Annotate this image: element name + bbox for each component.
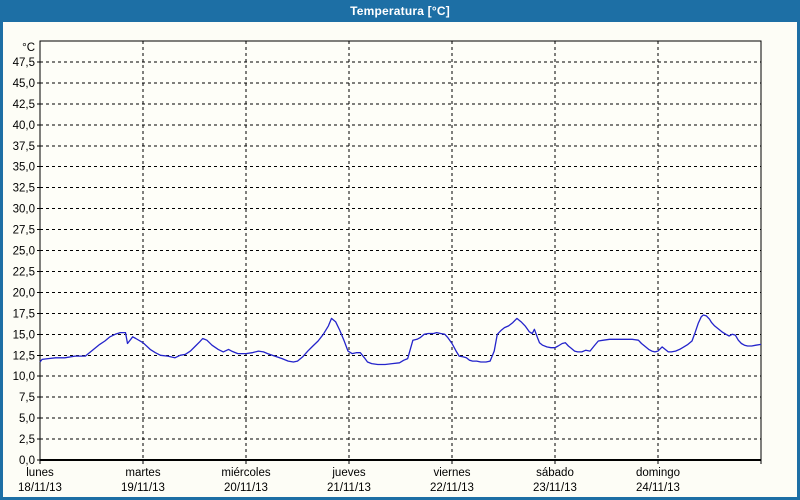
y-tick-label: 5,0 xyxy=(19,413,35,425)
x-day-label: martes xyxy=(125,467,160,479)
y-tick-label: 7,5 xyxy=(19,392,35,404)
temperature-line-chart: 0,0 2,5 5,0 7,5 10,0 12,5 15,0 17,5 20,0 22,5 25,0… xyxy=(13,40,762,494)
y-tick-label: 32,5 xyxy=(13,183,35,195)
y-axis-unit-label: °C xyxy=(22,42,35,54)
x-date-label: 22/11/13 xyxy=(430,482,474,494)
x-day-label: lunes xyxy=(26,467,54,479)
y-tick-label: 22,5 xyxy=(13,266,35,278)
temperature-series-line xyxy=(39,314,762,366)
y-tick-label: 15,0 xyxy=(13,329,35,341)
x-day-label: domingo xyxy=(636,467,680,479)
y-tick-label: 47,5 xyxy=(13,57,35,69)
y-tick-label: 27,5 xyxy=(13,225,35,237)
y-tick-label: 10,0 xyxy=(13,371,35,383)
x-day-label: miércoles xyxy=(221,467,270,479)
y-tick-label: 20,0 xyxy=(13,287,35,299)
x-day-label: jueves xyxy=(331,467,365,479)
y-tick-label: 25,0 xyxy=(13,246,35,258)
y-tick-label: 17,5 xyxy=(13,308,35,320)
y-tick-label: 42,5 xyxy=(13,99,35,111)
y-tick-label: 40,0 xyxy=(13,120,35,132)
x-day-label: viernes xyxy=(433,467,470,479)
chart-title: Temperatura [°C] xyxy=(350,4,450,18)
x-date-label: 23/11/13 xyxy=(533,482,577,494)
x-date-label: 24/11/13 xyxy=(636,482,680,494)
x-date-label: 18/11/13 xyxy=(18,482,62,494)
x-date-label: 21/11/13 xyxy=(327,482,371,494)
y-tick-label: 30,0 xyxy=(13,204,35,216)
x-date-label: 20/11/13 xyxy=(224,482,268,494)
y-tick-label: 45,0 xyxy=(13,78,35,90)
y-tick-label: 35,0 xyxy=(13,162,35,174)
x-day-label: sábado xyxy=(536,467,574,479)
chart-title-bar: Temperatura [°C] xyxy=(3,0,797,22)
y-tick-label: 37,5 xyxy=(13,141,35,153)
x-date-label: 19/11/13 xyxy=(121,482,165,494)
y-tick-label: 12,5 xyxy=(13,350,35,362)
y-tick-label: 2,5 xyxy=(19,434,35,446)
y-tick-label: 0,0 xyxy=(19,455,35,467)
chart-area: 0,0 2,5 5,0 7,5 10,0 12,5 15,0 17,5 20,0 22,5 25,0… xyxy=(3,22,797,497)
